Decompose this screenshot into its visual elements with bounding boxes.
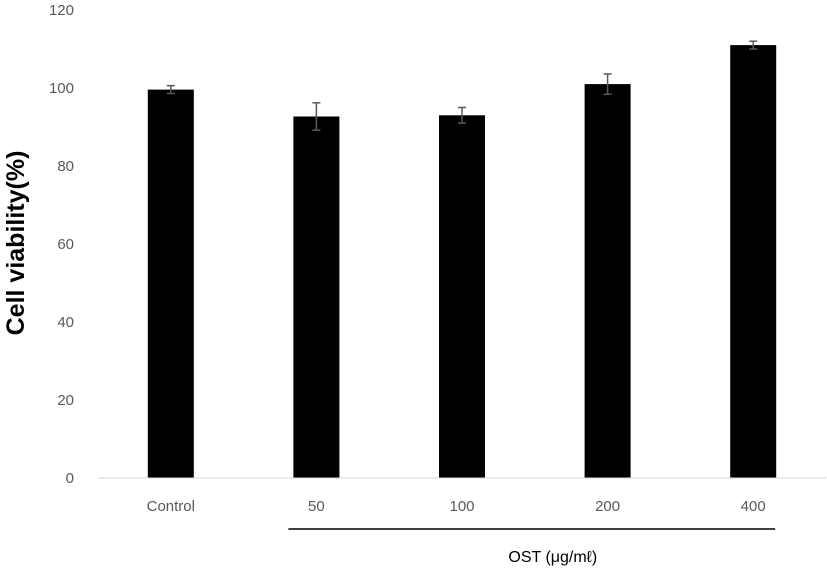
y-tick-label: 0	[66, 470, 74, 487]
error-bar-400	[749, 40, 758, 50]
x-category-label: 200	[595, 498, 620, 515]
error-bar-200	[603, 73, 612, 95]
y-tick-label: 120	[49, 2, 74, 19]
bar-50	[293, 116, 340, 478]
bars-layer	[147, 45, 777, 479]
y-tick-labels: 0 20 40 60 80 100 120	[49, 2, 74, 487]
error-bar-100	[458, 106, 466, 124]
y-tick-label: 80	[57, 158, 74, 175]
x-category-label: 400	[741, 498, 766, 515]
concentration-bracket-label: OST (μg/mℓ)	[508, 549, 597, 566]
x-category-label: Control	[147, 498, 195, 515]
x-category-labels: Control 50 100 200 400	[147, 498, 766, 515]
y-tick-label: 40	[57, 314, 74, 331]
x-category-label: 100	[449, 498, 474, 515]
y-tick-label: 100	[49, 80, 74, 97]
x-category-label: 50	[308, 498, 325, 515]
y-tick-label: 60	[57, 236, 74, 253]
y-tick-label: 20	[57, 392, 74, 409]
y-axis-label: Cell viability(%)	[2, 151, 30, 336]
error-bar-50	[312, 102, 321, 131]
bar-200	[584, 84, 631, 478]
error-bars-layer	[166, 40, 758, 131]
bar-100	[439, 115, 485, 479]
bar-400	[730, 45, 777, 478]
error-bar-control	[166, 84, 175, 95]
bar-control	[147, 89, 194, 478]
